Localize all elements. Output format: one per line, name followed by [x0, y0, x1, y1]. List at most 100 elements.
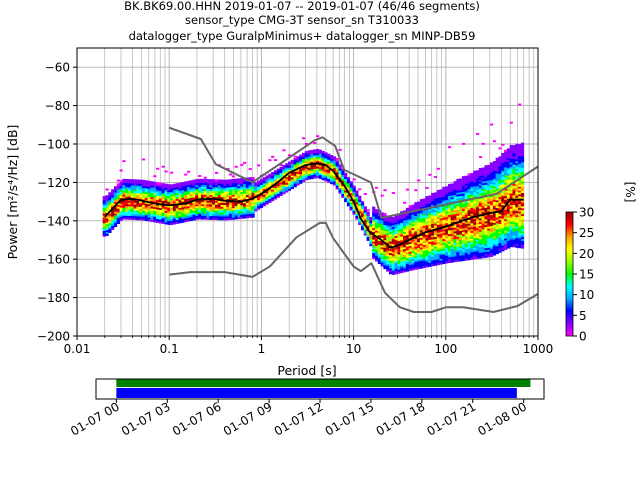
heat-cell	[520, 206, 525, 209]
heat-cell	[217, 179, 221, 182]
heat-cell	[178, 192, 182, 195]
heat-cell	[408, 218, 412, 222]
heat-cell	[130, 192, 134, 195]
heat-cell	[518, 199, 522, 203]
heat-cell	[405, 265, 410, 268]
heat-cell	[170, 199, 174, 203]
heat-cell	[464, 179, 468, 182]
heat-cell	[287, 182, 292, 186]
heat-cell	[473, 251, 477, 254]
heat-cell	[369, 236, 373, 239]
heat-cell	[133, 179, 137, 182]
heat-cell	[504, 172, 508, 176]
heat-cell	[108, 222, 112, 226]
heat-cell	[153, 200, 157, 204]
heat-cell	[509, 189, 513, 192]
heat-cell	[504, 220, 508, 224]
heat-cell	[461, 216, 466, 219]
heat-cell	[310, 159, 314, 162]
heat-cell	[268, 192, 272, 196]
heat-cell	[251, 209, 255, 212]
heat-cell	[442, 259, 446, 263]
heat-cell	[352, 189, 356, 192]
heat-cell	[245, 206, 250, 209]
heat-cell	[403, 235, 407, 238]
data-coverage-bar	[116, 379, 531, 387]
heat-cell	[515, 147, 519, 150]
heat-cell	[506, 165, 511, 168]
heat-cell	[478, 229, 483, 232]
heat-cell	[229, 206, 233, 209]
heat-cell	[476, 185, 480, 188]
heat-cell	[512, 216, 516, 219]
heat-cell	[504, 224, 508, 227]
heat-cell	[304, 172, 308, 175]
heat-cell	[425, 222, 429, 226]
heat-cell	[414, 202, 418, 205]
heat-cell	[414, 246, 418, 249]
heat-cell	[144, 187, 149, 191]
heat-cell	[453, 259, 457, 263]
heat-cell	[456, 215, 460, 218]
heat-cell	[470, 180, 474, 184]
heat-cell	[397, 267, 401, 270]
heat-cell	[470, 188, 474, 191]
heat-cell	[400, 238, 404, 241]
heat-cell	[504, 201, 508, 204]
heat-cell	[473, 178, 477, 181]
heat-cell	[518, 157, 522, 160]
heat-cell	[478, 175, 483, 178]
heat-cell	[374, 232, 379, 235]
heat-cell	[307, 158, 311, 161]
heat-cell	[181, 195, 185, 198]
heat-cell	[111, 200, 115, 204]
heat-cell	[195, 211, 199, 215]
heat-cell	[167, 195, 171, 199]
heat-cell	[484, 243, 488, 247]
heat-cell	[299, 175, 303, 179]
heat-cell	[447, 243, 452, 246]
heat-cell-outlier	[122, 160, 126, 163]
heat-cell	[417, 203, 421, 206]
heat-cell	[470, 245, 474, 249]
heat-cell	[374, 257, 379, 260]
colorbar-tick-label: 5	[579, 309, 587, 323]
heat-cell	[520, 229, 525, 232]
heat-cell	[509, 175, 513, 179]
heat-cell	[139, 210, 143, 213]
heat-cell	[344, 172, 348, 176]
heat-cell	[447, 189, 452, 192]
heat-cell	[428, 224, 432, 227]
heat-cell	[125, 203, 129, 207]
heat-cell	[492, 205, 497, 208]
heat-cell	[366, 211, 370, 215]
heat-cell	[119, 187, 123, 191]
heat-cell	[111, 225, 115, 229]
heat-cell	[122, 182, 126, 185]
heat-cell	[352, 198, 356, 202]
heat-cell	[113, 220, 118, 224]
heat-cell	[518, 147, 522, 151]
heat-cell	[186, 192, 191, 195]
heat-cell	[189, 186, 193, 189]
heat-cell	[433, 240, 438, 243]
heat-cell	[414, 229, 418, 232]
heat-cell	[456, 244, 460, 247]
heat-cell	[313, 172, 317, 175]
heat-cell	[178, 211, 182, 214]
heat-cell	[476, 170, 480, 173]
heat-cell	[243, 187, 247, 190]
heat-cell	[414, 219, 418, 222]
heat-cell	[394, 224, 398, 227]
heat-cell	[397, 221, 401, 224]
heat-cell	[377, 261, 381, 264]
heat-cell	[237, 187, 241, 191]
heat-cell	[220, 212, 224, 215]
heat-cell	[400, 222, 404, 225]
heat-cell	[237, 191, 241, 195]
heat-cell	[445, 261, 449, 264]
heat-cell	[400, 264, 404, 268]
heat-cell	[520, 219, 525, 222]
heat-cell	[296, 173, 300, 176]
heat-cell	[464, 181, 468, 184]
